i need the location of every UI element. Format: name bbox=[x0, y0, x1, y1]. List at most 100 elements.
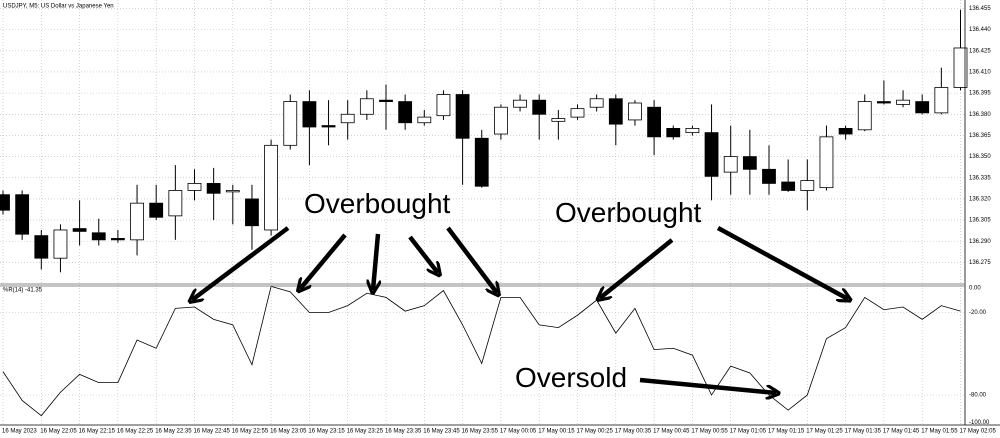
annotation: Oversold bbox=[515, 362, 627, 393]
candle-body bbox=[398, 101, 413, 124]
y-tick-label: 136.350 bbox=[969, 154, 991, 160]
candle-body bbox=[34, 235, 49, 259]
annotation: Overbought bbox=[304, 188, 451, 219]
candle-body bbox=[877, 101, 891, 104]
candle-body bbox=[359, 98, 374, 115]
x-tick-label: 16 May 22:25 bbox=[117, 429, 154, 435]
x-tick-label: 16 May 23:35 bbox=[385, 429, 422, 435]
candle-body bbox=[762, 168, 776, 184]
marks bbox=[0, 9, 968, 417]
y-tick-label: 136.290 bbox=[969, 239, 991, 245]
y-tick-label: 136.440 bbox=[969, 27, 991, 33]
candle-body bbox=[0, 194, 10, 211]
x-tick-label: 17 May 00:35 bbox=[615, 429, 652, 435]
candle-body bbox=[187, 183, 202, 191]
x-tick-label: 17 May 00:45 bbox=[653, 429, 690, 435]
candle-body bbox=[206, 183, 221, 194]
candle-body bbox=[321, 125, 336, 128]
x-tick-label: 17 May 00:15 bbox=[538, 429, 575, 435]
candle-body bbox=[838, 127, 853, 135]
candle-body bbox=[91, 232, 106, 241]
candle-body bbox=[589, 98, 604, 108]
y-tick-label: 136.335 bbox=[969, 175, 991, 181]
candle-body bbox=[436, 94, 451, 117]
y-tick-label: 136.395 bbox=[969, 91, 991, 97]
candle-body bbox=[283, 101, 298, 146]
x-tick-label: 17 May 00:25 bbox=[577, 429, 614, 435]
candle-body bbox=[857, 101, 872, 131]
candle-body bbox=[15, 194, 30, 235]
x-tick-label: 16 May 22:05 bbox=[40, 429, 77, 435]
candle-body bbox=[417, 116, 432, 124]
candle-body bbox=[800, 180, 815, 191]
chart-title: USDJPY, M5: US Dollar vs Japanese Yen bbox=[3, 4, 114, 10]
arrow bbox=[446, 226, 497, 293]
candle-body bbox=[608, 98, 623, 125]
x-tick-label: 17 May 02:05 bbox=[960, 429, 997, 435]
x-tick-label: 16 May 23:45 bbox=[423, 429, 460, 435]
y-tick-label: 136.455 bbox=[969, 6, 991, 12]
x-tick-label: 17 May 01:05 bbox=[730, 429, 767, 435]
annotation: Overbought bbox=[555, 197, 702, 228]
x-tick-label: 16 May 22:45 bbox=[194, 429, 231, 435]
x-tick-label: 16 May 23:25 bbox=[347, 429, 384, 435]
candle-body bbox=[474, 137, 489, 187]
candle-body bbox=[455, 94, 470, 139]
arrows bbox=[192, 226, 848, 393]
y-tick-label: 136.305 bbox=[969, 218, 991, 224]
x-tick-label: 17 May 01:25 bbox=[806, 429, 843, 435]
candle-body bbox=[647, 106, 661, 138]
candle-body bbox=[915, 101, 930, 114]
x-tick-label: 16 May 22:15 bbox=[79, 429, 116, 435]
candle-body bbox=[379, 99, 393, 102]
y-tick-label: 136.380 bbox=[969, 112, 991, 118]
x-tick-label: 16 May 2023 bbox=[2, 429, 37, 435]
candle-body bbox=[302, 101, 317, 128]
candle-body bbox=[819, 136, 834, 189]
candle-body bbox=[781, 181, 796, 191]
grid bbox=[0, 0, 965, 425]
candle-body bbox=[628, 102, 642, 121]
x-tick-label: 16 May 23:55 bbox=[462, 429, 499, 435]
x-tick-label: 16 May 22:35 bbox=[155, 429, 192, 435]
arrow bbox=[408, 235, 438, 273]
candle-body bbox=[264, 144, 279, 231]
x-tick-label: 17 May 00:55 bbox=[691, 429, 728, 435]
candle-body bbox=[130, 202, 144, 241]
indicator-title: %R(14) -41.35 bbox=[3, 288, 43, 294]
arrow bbox=[192, 226, 290, 300]
candle-body bbox=[953, 47, 968, 88]
candle-body bbox=[493, 106, 508, 135]
x-tick-label: 16 May 22:55 bbox=[232, 429, 269, 435]
candle-body bbox=[532, 99, 547, 115]
candle-body bbox=[513, 99, 527, 108]
arrow bbox=[600, 238, 674, 298]
candle-body bbox=[53, 229, 68, 259]
y-tick-label: 136.320 bbox=[969, 197, 991, 203]
candle-body bbox=[704, 132, 719, 177]
x-tick-label: 16 May 23:05 bbox=[270, 429, 307, 435]
y-tick-label: -20.00 bbox=[969, 310, 987, 316]
candle-body bbox=[168, 190, 183, 217]
y-tick-label: 136.365 bbox=[969, 133, 991, 139]
candle-body bbox=[896, 99, 910, 105]
y-tick-label: -100.00 bbox=[969, 420, 990, 426]
indicator-line bbox=[2, 285, 961, 417]
arrow bbox=[716, 226, 848, 299]
candle-body bbox=[666, 127, 681, 138]
arrow bbox=[373, 233, 378, 290]
candle-body bbox=[723, 156, 738, 173]
candle-body bbox=[245, 198, 259, 227]
candle-body bbox=[551, 118, 566, 122]
candle-body bbox=[225, 190, 240, 193]
y-tick-label: 136.425 bbox=[969, 48, 991, 54]
candle-body bbox=[934, 87, 949, 114]
candle-body bbox=[685, 127, 700, 134]
y-tick-label: 136.410 bbox=[969, 70, 991, 76]
candle-body bbox=[111, 238, 125, 241]
x-tick-label: 17 May 01:15 bbox=[768, 429, 805, 435]
x-tick-label: 16 May 23:15 bbox=[308, 429, 345, 435]
y-tick-label: -80.00 bbox=[969, 393, 987, 399]
candle-body bbox=[340, 113, 355, 124]
